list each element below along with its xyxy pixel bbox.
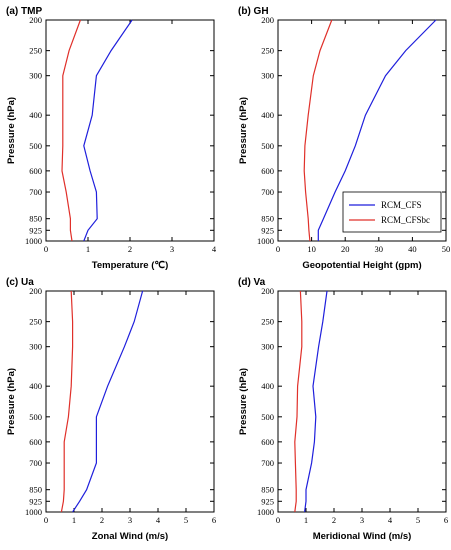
- x-tick-label: 0: [276, 244, 280, 254]
- y-tick-label: 400: [261, 381, 274, 391]
- y-tick-label: 925: [261, 496, 274, 506]
- plot-frame: [45, 19, 215, 242]
- y-tick-label: 200: [261, 15, 274, 25]
- x-tick-label: 6: [444, 515, 448, 525]
- y-tick-label: 400: [261, 110, 274, 120]
- y-tick-label: 600: [29, 166, 42, 176]
- y-tick-label: 1000: [25, 507, 42, 517]
- y-tick-label: 300: [29, 71, 42, 81]
- x-tick-label: 1: [304, 515, 308, 525]
- y-tick-label: 500: [261, 141, 274, 151]
- y-tick-label: 700: [29, 458, 42, 468]
- x-tick-label: 0: [44, 515, 48, 525]
- series-line-rcm-cfsbc: [61, 19, 81, 242]
- y-axis-title: Pressure (hPa): [6, 368, 17, 435]
- x-tick-label: 4: [388, 515, 393, 525]
- y-tick-label: 300: [261, 71, 274, 81]
- x-tick-label: 30: [375, 244, 384, 254]
- x-axis-title: Geopotential Height (gpm): [302, 260, 421, 271]
- y-axis-title: Pressure (hPa): [6, 97, 17, 164]
- x-tick-label: 3: [128, 515, 132, 525]
- panel-title: (b) GH: [238, 6, 269, 17]
- x-tick-label: 3: [170, 244, 174, 254]
- x-axis-title: Zonal Wind (m/s): [92, 531, 168, 542]
- x-tick-label: 10: [307, 244, 316, 254]
- x-tick-label: 1: [86, 244, 90, 254]
- x-tick-label: 0: [276, 515, 280, 525]
- y-tick-label: 850: [261, 214, 274, 224]
- x-tick-label: 50: [442, 244, 451, 254]
- panel-title: (c) Ua: [6, 277, 34, 288]
- y-tick-label: 250: [29, 317, 42, 327]
- y-tick-label: 200: [261, 286, 274, 296]
- y-tick-label: 850: [29, 485, 42, 495]
- x-tick-label: 4: [156, 515, 161, 525]
- y-tick-label: 500: [29, 412, 42, 422]
- series-line-rcm-cfs: [317, 19, 437, 241]
- y-tick-label: 300: [29, 342, 42, 352]
- y-tick-label: 850: [261, 485, 274, 495]
- y-tick-label: 250: [261, 317, 274, 327]
- y-tick-label: 1000: [25, 236, 42, 246]
- x-tick-label: 0: [44, 244, 48, 254]
- y-tick-label: 850: [29, 214, 42, 224]
- y-tick-label: 925: [29, 496, 42, 506]
- series-line-rcm-cfs: [72, 290, 144, 513]
- x-tick-label: 5: [416, 515, 420, 525]
- y-tick-label: 300: [261, 342, 274, 352]
- series-line-rcm-cfsbc: [303, 19, 333, 242]
- y-tick-label: 600: [261, 437, 274, 447]
- y-axis-title: Pressure (hPa): [238, 368, 249, 435]
- series-line-rcm-cfs: [304, 290, 328, 513]
- y-tick-label: 600: [29, 437, 42, 447]
- y-tick-label: 200: [29, 286, 42, 296]
- y-tick-label: 1000: [257, 507, 274, 517]
- series-line-rcm-cfsbc: [294, 290, 303, 513]
- y-tick-label: 925: [29, 225, 42, 235]
- y-tick-label: 700: [29, 187, 42, 197]
- x-tick-label: 6: [212, 515, 216, 525]
- y-tick-label: 925: [261, 225, 274, 235]
- legend: RCM_CFS RCM_CFSbc: [342, 191, 442, 233]
- x-tick-label: 20: [341, 244, 350, 254]
- y-tick-label: 1000: [257, 236, 274, 246]
- x-tick-label: 2: [100, 515, 104, 525]
- legend-label: RCM_CFSbc: [381, 215, 430, 225]
- legend-label: RCM_CFS: [381, 200, 422, 210]
- y-tick-label: 700: [261, 458, 274, 468]
- y-tick-label: 400: [29, 110, 42, 120]
- x-axis-title: Temperature (℃): [92, 260, 168, 271]
- y-tick-label: 500: [29, 141, 42, 151]
- plot-frame: [277, 290, 447, 513]
- panel-title: (d) Va: [238, 277, 266, 288]
- y-tick-label: 400: [29, 381, 42, 391]
- plot-frame: [277, 19, 447, 242]
- x-tick-label: 3: [360, 515, 364, 525]
- x-tick-label: 2: [332, 515, 336, 525]
- y-tick-label: 700: [261, 187, 274, 197]
- legend-box: [342, 191, 442, 233]
- y-axis-title: Pressure (hPa): [238, 97, 249, 164]
- plot-frame: [45, 290, 215, 513]
- x-tick-label: 5: [184, 515, 188, 525]
- panel-title: (a) TMP: [6, 6, 42, 17]
- y-tick-label: 600: [261, 166, 274, 176]
- y-tick-label: 200: [29, 15, 42, 25]
- y-tick-label: 250: [261, 46, 274, 56]
- x-tick-label: 2: [128, 244, 132, 254]
- x-axis-title: Meridional Wind (m/s): [313, 531, 412, 542]
- x-tick-label: 1: [72, 515, 76, 525]
- series-line-rcm-cfs: [83, 19, 133, 242]
- y-tick-label: 250: [29, 46, 42, 56]
- series-line-rcm-cfsbc: [60, 290, 74, 513]
- x-tick-label: 40: [408, 244, 417, 254]
- y-tick-label: 500: [261, 412, 274, 422]
- x-tick-label: 4: [212, 244, 217, 254]
